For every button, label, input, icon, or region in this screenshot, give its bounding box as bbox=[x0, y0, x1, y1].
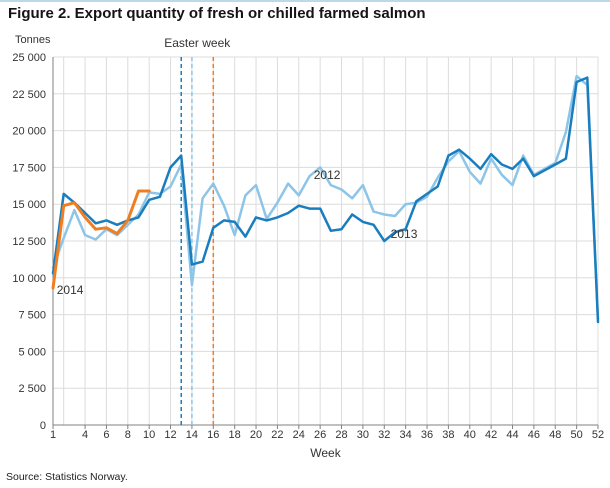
svg-text:17 500: 17 500 bbox=[12, 162, 46, 174]
series-label-2013: 2013 bbox=[391, 227, 418, 241]
svg-text:36: 36 bbox=[421, 429, 433, 441]
svg-text:50: 50 bbox=[571, 429, 583, 441]
series-2012-line bbox=[51, 74, 600, 321]
svg-text:24: 24 bbox=[293, 429, 305, 441]
svg-text:4: 4 bbox=[82, 429, 88, 441]
svg-text:16: 16 bbox=[207, 429, 219, 441]
svg-text:34: 34 bbox=[400, 429, 412, 441]
svg-text:12 500: 12 500 bbox=[12, 236, 46, 248]
series-2014-line bbox=[51, 189, 151, 290]
svg-text:0: 0 bbox=[40, 420, 46, 432]
svg-text:26: 26 bbox=[314, 429, 326, 441]
series-labels: 2014 2012 2013 bbox=[57, 168, 418, 297]
svg-text:20 000: 20 000 bbox=[12, 126, 46, 138]
svg-text:10: 10 bbox=[143, 429, 155, 441]
easter-week-lines: Easter week bbox=[164, 36, 231, 425]
series-label-2012: 2012 bbox=[314, 168, 341, 182]
top-rule bbox=[0, 0, 610, 2]
svg-text:30: 30 bbox=[357, 429, 369, 441]
svg-text:20: 20 bbox=[250, 429, 262, 441]
y-gridlines bbox=[53, 56, 598, 389]
svg-text:42: 42 bbox=[485, 429, 497, 441]
svg-text:8: 8 bbox=[125, 429, 131, 441]
svg-text:14: 14 bbox=[186, 429, 198, 441]
svg-text:10 000: 10 000 bbox=[12, 273, 46, 285]
svg-text:18: 18 bbox=[229, 429, 241, 441]
x-axis-title: Week bbox=[310, 446, 341, 460]
svg-text:48: 48 bbox=[549, 429, 561, 441]
svg-text:46: 46 bbox=[528, 429, 540, 441]
svg-text:6: 6 bbox=[103, 429, 109, 441]
svg-text:15 000: 15 000 bbox=[12, 199, 46, 211]
svg-text:52: 52 bbox=[592, 429, 604, 441]
source-note: Source: Statistics Norway. bbox=[6, 471, 128, 483]
svg-text:44: 44 bbox=[506, 429, 518, 441]
svg-text:12: 12 bbox=[164, 429, 176, 441]
axes bbox=[52, 57, 599, 429]
figure-title: Figure 2. Export quantity of fresh or ch… bbox=[8, 5, 426, 22]
svg-text:32: 32 bbox=[378, 429, 390, 441]
svg-text:5 000: 5 000 bbox=[18, 346, 46, 358]
series-2013-line bbox=[51, 76, 600, 324]
y-unit-label: Tonnes bbox=[15, 34, 51, 46]
svg-text:1: 1 bbox=[50, 429, 56, 441]
svg-text:40: 40 bbox=[464, 429, 476, 441]
easter-week-label: Easter week bbox=[164, 36, 231, 50]
svg-text:38: 38 bbox=[442, 429, 454, 441]
svg-text:2 500: 2 500 bbox=[18, 383, 46, 395]
svg-text:7 500: 7 500 bbox=[18, 310, 46, 322]
svg-text:22: 22 bbox=[271, 429, 283, 441]
y-axis-labels: 0 2 500 5 000 7 500 10 000 12 500 15 000 17 500… bbox=[12, 34, 51, 432]
svg-text:22 500: 22 500 bbox=[12, 89, 46, 101]
svg-text:28: 28 bbox=[335, 429, 347, 441]
svg-text:25 000: 25 000 bbox=[12, 52, 46, 64]
salmon-export-chart: 0 2 500 5 000 7 500 10 000 12 500 15 000 17 500… bbox=[12, 34, 604, 460]
x-axis-labels: 1 4 6 8 10 12 14 16 18 20 22 24 26 28 30 32 34 36 38 40 42 44… bbox=[50, 429, 604, 460]
series-label-2014: 2014 bbox=[57, 283, 84, 297]
